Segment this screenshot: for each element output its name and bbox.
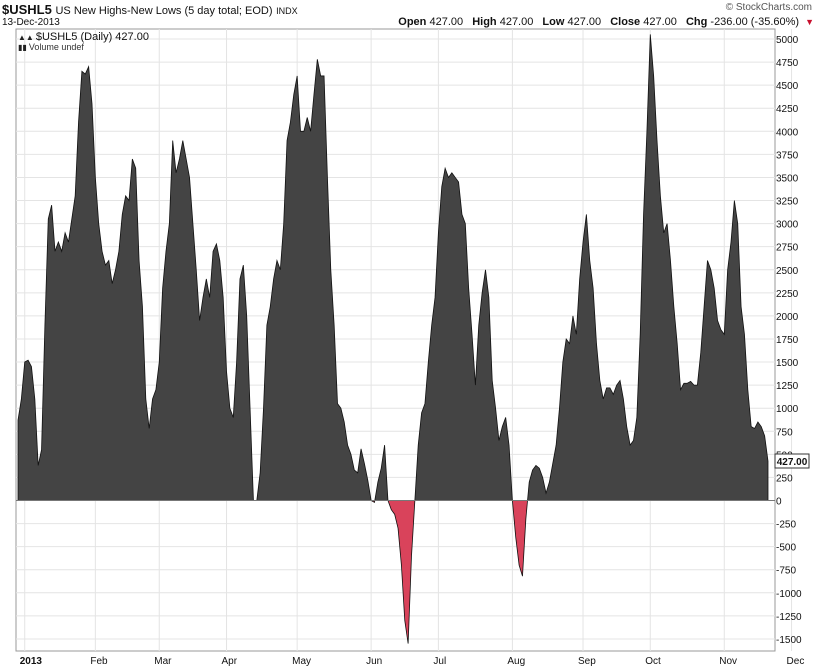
volume-legend-label: Volume undef [28,42,84,52]
y-tick-label: 4500 [776,81,799,92]
y-tick-label: 1500 [776,358,799,369]
down-arrow-icon: ▼ [805,17,814,27]
ohlc-readout: Open 427.00 High 427.00 Low 427.00 Close… [398,16,814,28]
chg-label: Chg [685,16,708,28]
y-tick-label: 2000 [776,312,799,323]
series-legend-label: $USHL5 (Daily) 427.00 [35,31,149,43]
y-tick-label: -500 [776,543,796,554]
y-tick-label: -250 [776,520,796,531]
area-chart-icon: ▲▲ [18,33,34,42]
chg-value: -236.00 (-35.60%) [710,16,800,28]
y-tick-label: -1250 [776,612,802,623]
open-value: 427.00 [429,16,464,28]
symbol-description: US New Highs-New Lows (5 day total; EOD) [55,5,273,17]
x-tick-label: Sep [578,656,596,667]
x-tick-label: Aug [507,656,525,667]
y-tick-label: 2750 [776,243,799,254]
x-tick-label: 2013 [20,656,43,667]
chart-date: 13-Dec-2013 [2,17,60,28]
y-tick-label: 4750 [776,58,799,69]
x-tick-label: Apr [222,656,238,667]
chart-header: $USHL5 US New Highs-New Lows (5 day tota… [0,0,820,30]
positive-area [414,166,513,501]
plot-frame [15,28,776,652]
y-tick-label: 0 [776,497,782,508]
symbol-line: $USHL5 US New Highs-New Lows (5 day tota… [2,2,298,17]
x-tick-label: Mar [154,656,172,667]
close-label: Close [610,16,641,28]
x-tick-label: Jun [366,656,382,667]
y-tick-label: 5000 [776,35,799,46]
y-tick-label: -750 [776,566,796,577]
y-tick-label: 750 [776,427,793,438]
last-value-tag: 427.00 [774,453,810,469]
low-label: Low [542,16,565,28]
x-tick-label: May [292,656,311,667]
y-tick-label: 1000 [776,404,799,415]
y-tick-label: 4250 [776,104,799,115]
y-tick-label: 1250 [776,381,799,392]
y-tick-label: 3250 [776,197,799,208]
y-tick-label: -1500 [776,635,802,646]
exchange: INDX [276,6,298,16]
positive-area [17,59,372,501]
brand-link[interactable]: © StockCharts.com [725,2,812,13]
y-tick-label: 2250 [776,289,799,300]
y-tick-label: 2500 [776,266,799,277]
open-label: Open [398,16,427,28]
positive-area [374,445,389,501]
y-tick-label: 3500 [776,173,799,184]
y-tick-label: 250 [776,473,793,484]
low-value: 427.00 [567,16,602,28]
symbol[interactable]: $USHL5 [2,2,52,17]
y-tick-label: 3000 [776,220,799,231]
close-value: 427.00 [643,16,677,28]
x-tick-label: Jul [433,656,446,667]
y-axis-ticks: -1500-1250-1000-750-500-2500250500750100… [776,35,802,646]
x-tick-label: Oct [645,656,661,667]
y-tick-label: 1750 [776,335,799,346]
last-value-label: 427.00 [777,457,808,468]
x-tick-label: Feb [90,656,108,667]
x-tick-label: Nov [719,656,737,667]
area-series [16,34,775,644]
high-label: High [472,16,497,28]
volume-legend: ▮▮ Volume undef [18,42,84,52]
series-legend: ▲▲ $USHL5 (Daily) 427.00 [18,31,149,43]
volume-bars-icon: ▮▮ [18,43,27,52]
y-tick-label: -1000 [776,589,802,600]
y-tick-label: 3750 [776,150,799,161]
negative-area [511,500,528,577]
negative-area [387,500,416,644]
x-axis-ticks: 2013 Feb Mar Apr May Jun Jul Aug Sep Oct Nov Dec [20,656,805,667]
positive-area [527,34,769,501]
x-tick-label: Dec [787,656,805,667]
high-value: 427.00 [499,16,534,28]
y-tick-label: 4000 [776,127,799,138]
